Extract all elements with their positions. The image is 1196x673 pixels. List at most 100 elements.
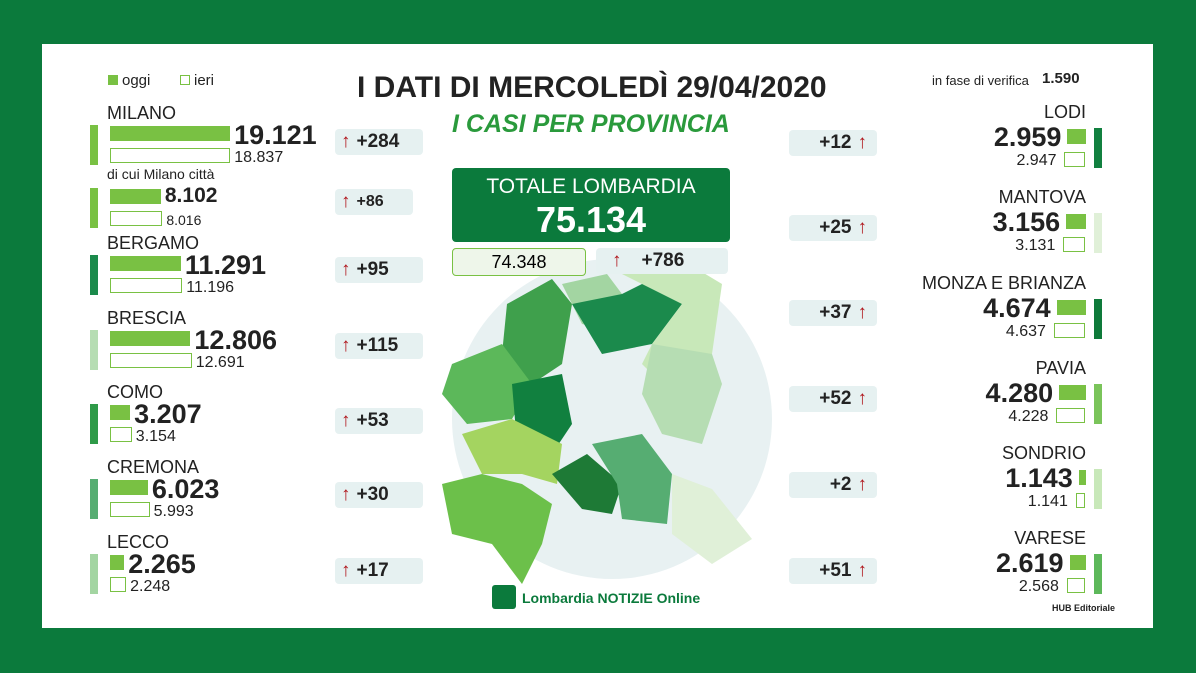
strip [90, 554, 98, 594]
total-value: 75.134 [535, 199, 647, 240]
today-value: 1.143 [1005, 463, 1073, 493]
bar-today [1078, 470, 1086, 485]
province-name: MANTOVA [998, 187, 1086, 207]
bar-today [110, 405, 131, 420]
arrow: ↑ [341, 259, 351, 280]
yesterday-value: 2.568 [1018, 578, 1059, 595]
panel: I DATI DI MERCOLEDÌ 29/04/2020 I CASI PER… [42, 44, 1153, 628]
province-name: PAVIA [1035, 358, 1086, 378]
legend-swatch [108, 75, 118, 85]
strip [90, 330, 98, 370]
region [552, 454, 622, 514]
bar-yesterday [110, 211, 163, 226]
arrow: ↑ [341, 191, 351, 212]
logo: Lombardia NOTIZIE Online [522, 590, 701, 606]
credit: HUB Editoriale [1052, 603, 1116, 613]
delta-box: ↑ +284 [335, 129, 423, 155]
bar-today [1066, 214, 1086, 229]
bar-yesterday [1075, 493, 1085, 508]
delta-value: +25 [819, 217, 852, 238]
region [642, 344, 722, 444]
region [442, 474, 552, 584]
arrow: ↑ [341, 484, 351, 505]
delta-value: +86 [356, 193, 384, 210]
bar-yesterday [110, 577, 127, 592]
today-value: 2.619 [995, 548, 1064, 578]
bar-today [110, 256, 181, 271]
yesterday-value: 1.141 [1027, 493, 1068, 510]
yesterday-value: 8.016 [166, 212, 202, 228]
delta-value: +115 [356, 335, 399, 356]
map [442, 254, 772, 584]
delta-value: +95 [356, 259, 389, 280]
yesterday-value: 3.154 [135, 428, 176, 445]
province-name: BERGAMO [107, 233, 200, 253]
yesterday-value: 2.248 [130, 578, 171, 595]
delta-value: +37 [819, 302, 852, 323]
yesterday-value: 4.637 [1005, 323, 1046, 340]
strip [1094, 213, 1102, 253]
yesterday-value: 11.196 [186, 279, 235, 296]
arrow: ↑ [341, 131, 351, 152]
delta-box: ↑ +95 [335, 257, 423, 283]
arrow: ↑ [857, 217, 868, 238]
delta-box: ↑ +30 [335, 482, 423, 508]
province-name: di cui Milano città [107, 166, 215, 182]
province-name: SONDRIO [1001, 443, 1086, 463]
bar-today [110, 331, 191, 346]
today-value: 19.121 [234, 120, 317, 150]
region [462, 419, 562, 484]
region [592, 434, 672, 524]
delta-box: +51 ↑ [789, 558, 877, 584]
total-delta-box: ↑ +786 [596, 248, 728, 274]
total-label: TOTALE LOMBARDIA [486, 175, 696, 198]
today-value: 2.265 [128, 549, 196, 579]
delta-box: +2 ↑ [789, 472, 877, 498]
arrow: ↑ [612, 250, 622, 271]
strip [1094, 554, 1102, 594]
total-yesterday: 74.348 [491, 252, 547, 272]
delta-box: ↑ +86 [335, 189, 413, 215]
bar-today [1059, 385, 1086, 400]
region [572, 274, 682, 354]
province-name: CREMONA [107, 457, 200, 477]
region [442, 344, 532, 424]
delta-value: +51 [819, 560, 852, 581]
delta-box: +52 ↑ [789, 386, 877, 412]
region [672, 474, 752, 564]
yesterday-value: 18.837 [234, 149, 284, 166]
legend-yesterday: ieri [194, 72, 215, 89]
delta-box: +12 ↑ [789, 130, 877, 156]
today-value: 3.207 [134, 399, 202, 429]
arrow: ↑ [857, 302, 868, 323]
delta-value: +284 [356, 131, 400, 152]
arrow: ↑ [857, 474, 868, 495]
subtitle: I CASI PER PROVINCIA [452, 110, 730, 138]
arrow: ↑ [341, 410, 351, 431]
province-name: LODI [1043, 102, 1086, 122]
today-value: 11.291 [184, 250, 266, 280]
strip [90, 125, 98, 165]
strip [1094, 299, 1102, 339]
bar-today [110, 555, 125, 570]
title: I DATI DI MERCOLEDÌ 29/04/2020 [357, 71, 827, 104]
bar-yesterday [110, 148, 231, 163]
yesterday-value: 3.131 [1015, 237, 1056, 254]
bar-yesterday [110, 353, 192, 368]
province-name: VARESE [1014, 528, 1086, 548]
bar-today [1056, 300, 1086, 315]
delta-value: +17 [356, 560, 389, 581]
arrow: ↑ [857, 388, 868, 409]
strip [90, 404, 98, 444]
logo-icon [492, 585, 516, 609]
yesterday-value: 4.228 [1008, 408, 1049, 425]
delta-box: ↑ +53 [335, 408, 423, 434]
yesterday-value: 2.947 [1016, 152, 1057, 169]
today-value: 12.806 [194, 325, 277, 355]
strip [1094, 128, 1102, 168]
delta-value: +52 [819, 388, 852, 409]
bar-today [110, 189, 161, 204]
legend-today: oggi [122, 72, 151, 89]
delta-value: +30 [356, 484, 389, 505]
